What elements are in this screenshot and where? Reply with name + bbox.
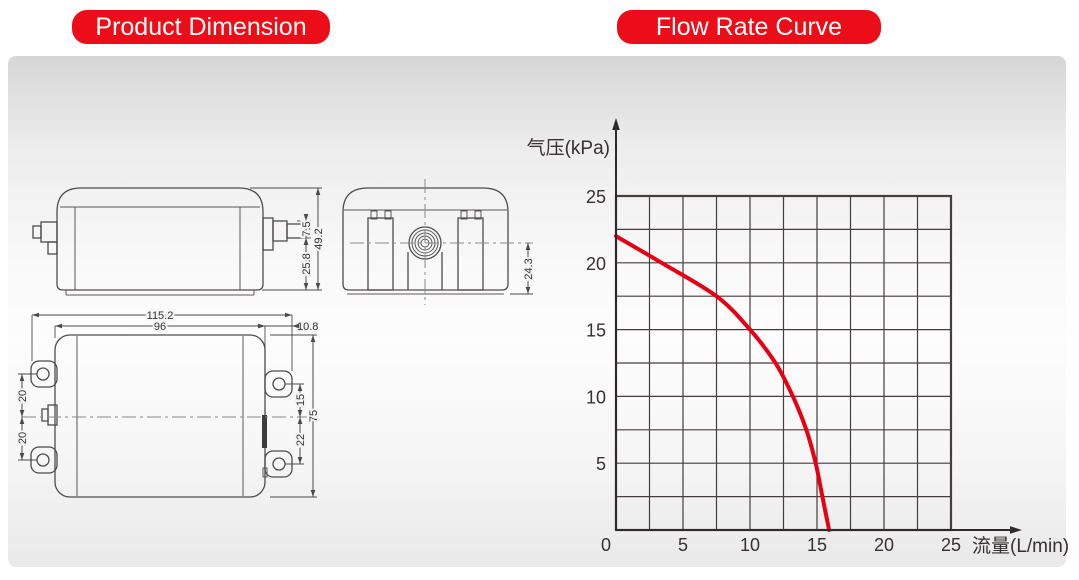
dim-plan-overall-depth: 75	[308, 410, 320, 422]
side-view-drawing: 7.5 25.8 49.2	[32, 187, 327, 296]
dim-arrow-icon	[525, 243, 531, 250]
plan-view-drawing: 115.2 96 10.8 20 20 15 22 75	[15, 308, 322, 498]
dim-plan-overall-width: 115.2	[147, 310, 174, 322]
x-axis-title: 流量(L/min)	[972, 535, 1069, 557]
dim-arrow-icon	[297, 457, 303, 464]
dim-arrow-icon	[19, 417, 25, 424]
y-tick-label: 5	[596, 454, 606, 474]
dim-plan-ear-overhang: 10.8	[297, 321, 318, 333]
dim-arrow-icon	[19, 374, 25, 381]
side-body	[56, 187, 264, 291]
plan-mounting-ears	[30, 360, 293, 478]
dim-arrow-icon	[310, 490, 316, 497]
dim-arrow-icon	[258, 323, 265, 329]
dim-arrow-icon	[310, 335, 316, 342]
dim-plan-body-width: 96	[154, 321, 166, 333]
front-left-bracket	[367, 217, 394, 291]
dim-plan-left-lower: 20	[17, 432, 29, 444]
x-tick-label: 10	[740, 535, 760, 555]
dim-arrow-icon	[32, 312, 39, 318]
section-title-product-dimension: Product Dimension	[95, 12, 307, 41]
dim-arrow-icon	[315, 188, 321, 195]
dim-side-port-step: 7.5	[301, 221, 313, 236]
x-tick-label: 5	[678, 535, 688, 555]
y-tick-label: 25	[586, 187, 606, 207]
dim-side-overall-height: 49.2	[313, 228, 325, 249]
dim-arrow-icon	[297, 384, 303, 391]
x-axis-arrow-icon	[1010, 526, 1022, 534]
section-banner-product-dimension: Product Dimension	[72, 10, 330, 44]
side-left-nozzle	[40, 221, 58, 243]
chart-tick-labels: 0 5 10 15 20 25 25 20 15 10 5	[586, 187, 961, 555]
dim-arrow-icon	[285, 312, 292, 318]
dim-arrow-icon	[297, 417, 303, 424]
y-tick-label: 15	[586, 321, 606, 341]
side-right-port	[262, 217, 274, 251]
front-view-drawing: 24.3	[342, 179, 537, 305]
x-tick-label: 20	[874, 535, 894, 555]
dim-arrow-icon	[292, 323, 299, 329]
dim-arrow-icon	[19, 453, 25, 460]
dim-arrow-icon	[19, 410, 25, 417]
x-tick-label: 15	[807, 535, 827, 555]
dim-arrow-icon	[55, 323, 62, 329]
content-panel	[8, 56, 1066, 567]
plan-body	[54, 334, 266, 498]
section-banner-flow-rate: Flow Rate Curve	[617, 10, 881, 44]
dim-arrow-icon	[525, 287, 531, 294]
chart-grid	[615, 195, 952, 531]
section-title-flow-rate: Flow Rate Curve	[655, 12, 843, 41]
flow-rate-chart: 0 5 10 15 20 25 25 20 15 10 5 气压(kPa) 流量(L/min)	[527, 118, 1069, 557]
y-tick-label: 10	[586, 387, 606, 407]
y-tick-label: 20	[586, 254, 606, 274]
flow-curve	[614, 234, 832, 532]
dim-plan-right-upper: 15	[295, 394, 307, 406]
dim-arrow-icon	[315, 283, 321, 290]
plan-right-connector	[262, 415, 267, 448]
dim-arrow-icon	[303, 238, 309, 245]
y-axis-arrow-icon	[612, 118, 620, 130]
front-right-bracket	[457, 217, 484, 291]
x-tick-label: 0	[601, 535, 611, 555]
dim-plan-right-lower: 22	[295, 434, 307, 446]
x-tick-label: 25	[941, 535, 961, 555]
dim-side-port-to-base: 25.8	[301, 253, 313, 274]
dim-front-port-center-height: 24.3	[523, 258, 535, 279]
dim-arrow-icon	[303, 214, 309, 221]
dim-arrow-icon	[303, 283, 309, 290]
dim-arrow-icon	[297, 410, 303, 417]
y-axis-title: 气压(kPa)	[527, 137, 610, 159]
dim-plan-left-upper: 20	[17, 390, 29, 402]
front-body	[342, 187, 509, 291]
